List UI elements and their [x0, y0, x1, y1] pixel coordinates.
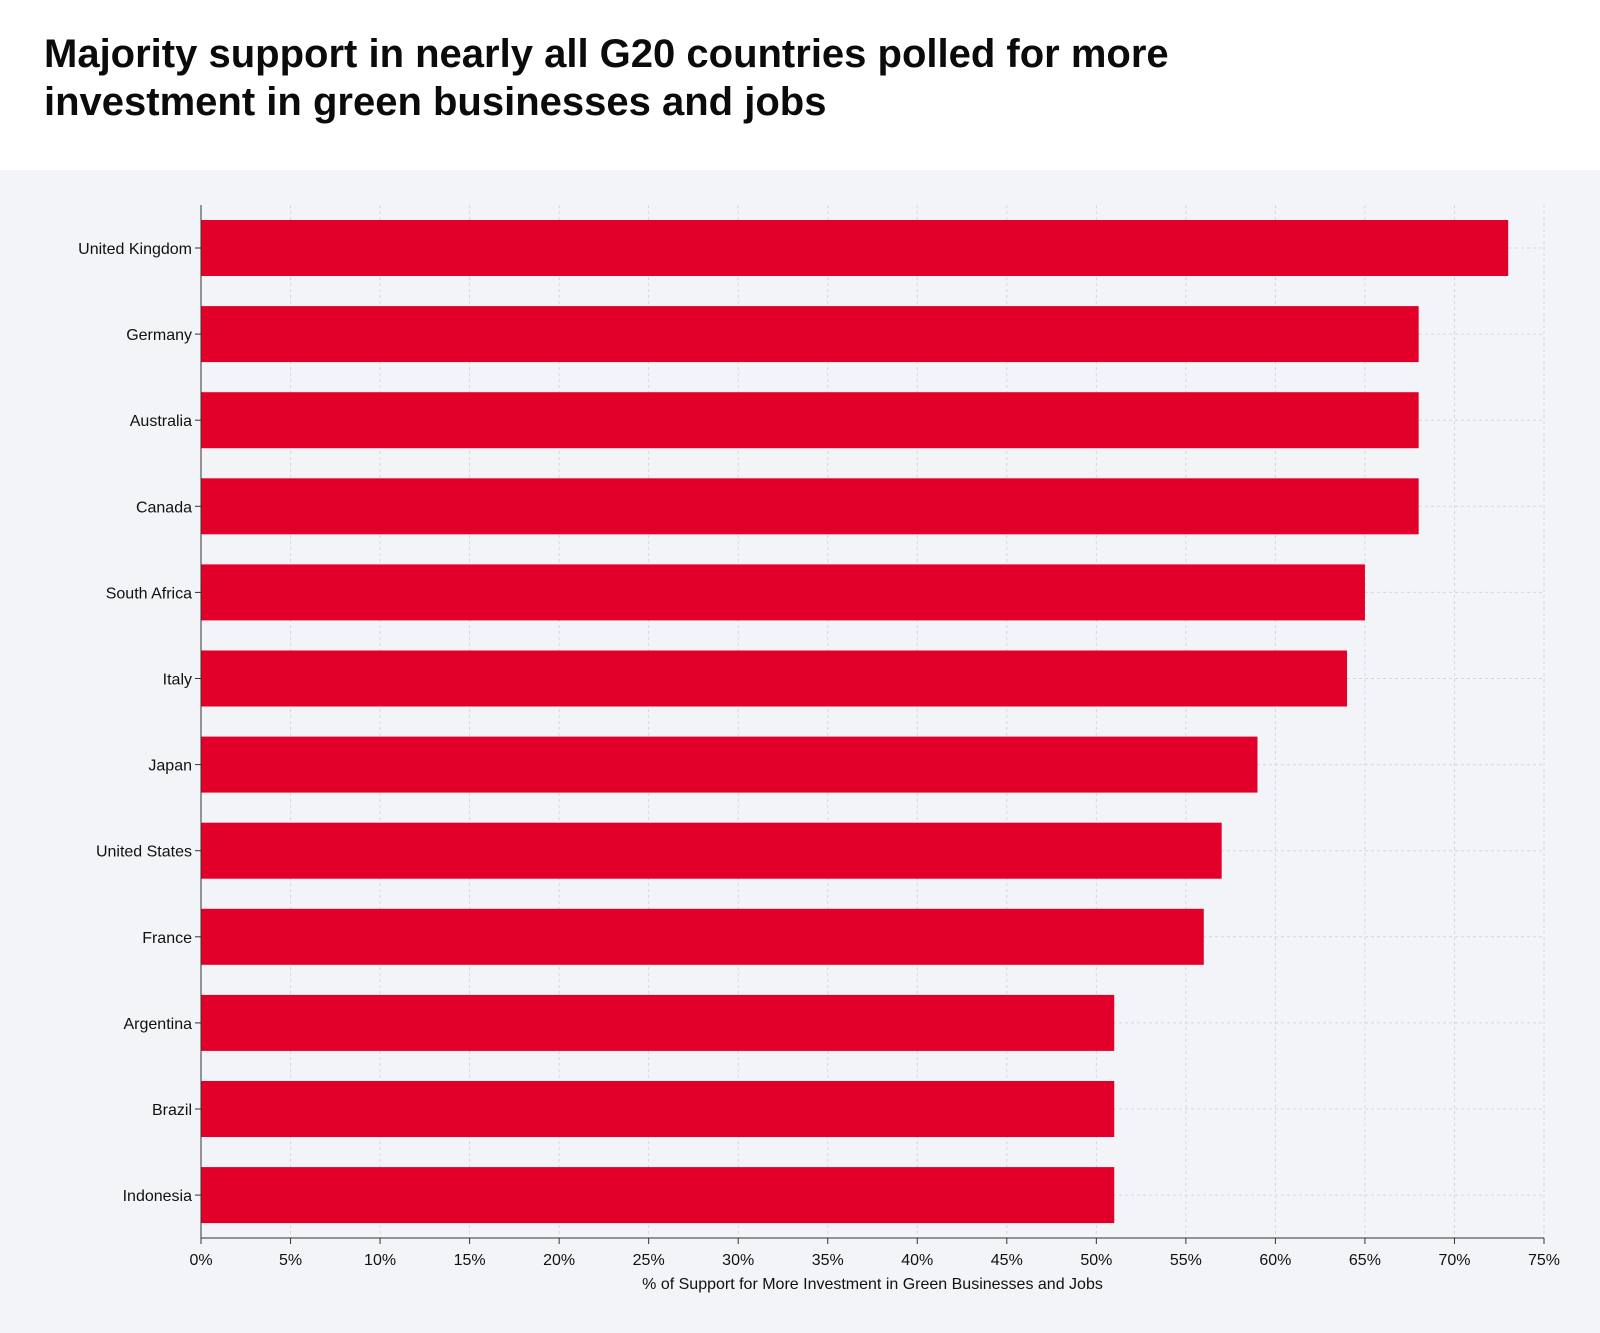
category-label: Brazil [152, 1102, 192, 1119]
category-label: United States [96, 844, 192, 861]
x-tick-label: 20% [543, 1252, 575, 1269]
x-tick-label: 30% [722, 1252, 754, 1269]
chart-area: 0% 5% 10% 15% 20% 25% 30% 35% 40% 45% 50% 55% 60% 65%… [0, 170, 1600, 1333]
x-tick-label: 25% [633, 1252, 665, 1269]
category-label: Argentina [124, 1016, 193, 1033]
category-label: Canada [136, 499, 192, 516]
x-tick-label: 10% [364, 1252, 396, 1269]
category-label: France [142, 930, 192, 947]
x-tick-label: 0% [189, 1252, 212, 1269]
x-tick-label: 65% [1349, 1252, 1381, 1269]
x-tick-label: 55% [1170, 1252, 1202, 1269]
visier-logo: visier [1500, 30, 1600, 130]
x-tick-label: 35% [812, 1252, 844, 1269]
x-axis-title: % of Support for More Investment in Gree… [642, 1276, 1103, 1293]
x-tick-label: 40% [901, 1252, 933, 1269]
x-tick-label: 70% [1438, 1252, 1470, 1269]
category-label: Italy [163, 672, 192, 689]
x-tick-label: 45% [991, 1252, 1023, 1269]
bar [201, 822, 1222, 879]
category-label: Germany [126, 327, 192, 344]
bar [201, 306, 1419, 363]
bar [201, 1167, 1115, 1224]
bar [201, 650, 1348, 707]
x-tick-label: 50% [1080, 1252, 1112, 1269]
bar [201, 392, 1419, 449]
header: Majority support in nearly all G20 count… [0, 0, 1600, 170]
bar [201, 220, 1509, 276]
x-tick-label: 15% [454, 1252, 486, 1269]
category-label: South Africa [106, 585, 192, 602]
bar-chart: 0% 5% 10% 15% 20% 25% 30% 35% 40% 45% 50% 55% 60% 65%… [78, 205, 1560, 1293]
bar [201, 478, 1419, 535]
bar [201, 564, 1365, 621]
bar [201, 994, 1115, 1051]
x-tick-label: 5% [279, 1252, 302, 1269]
bar [201, 908, 1204, 965]
category-label: Japan [148, 758, 192, 775]
chart-title: Majority support in nearly all G20 count… [44, 32, 1169, 124]
x-tick-label: 60% [1259, 1252, 1291, 1269]
category-label: Australia [130, 413, 192, 430]
bar [201, 1081, 1115, 1137]
x-tick-label: 75% [1528, 1252, 1560, 1269]
category-label: United Kingdom [78, 241, 192, 258]
bar [201, 736, 1258, 793]
category-label: Indonesia [123, 1188, 192, 1205]
